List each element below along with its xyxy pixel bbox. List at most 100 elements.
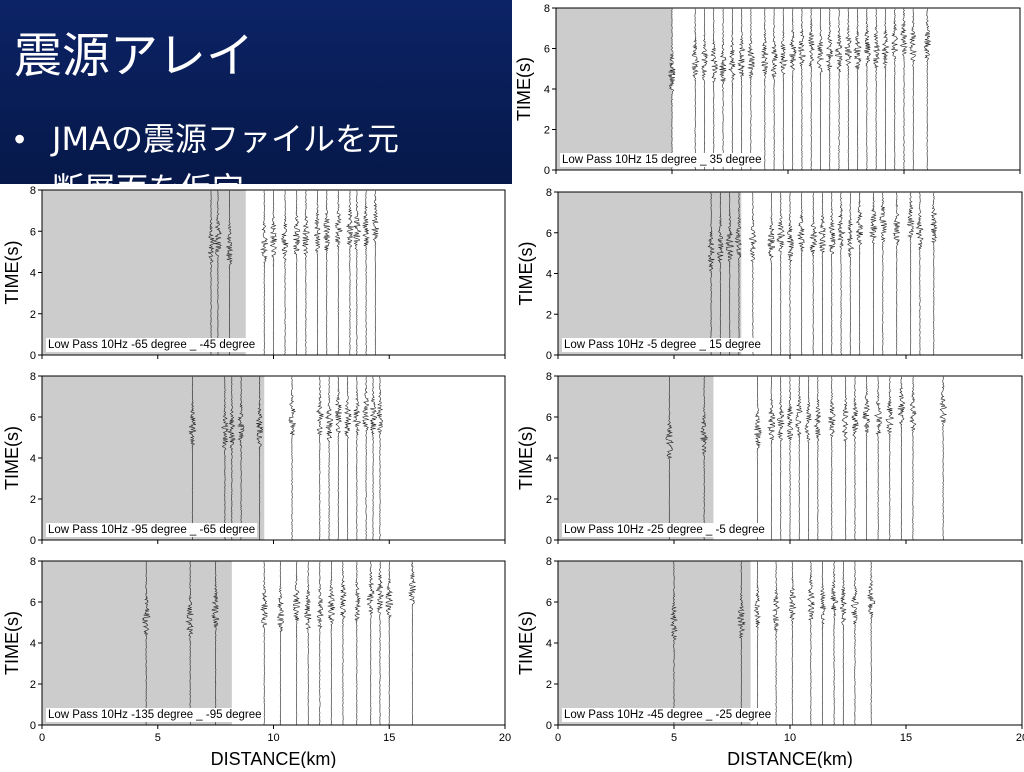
seismogram-trace	[376, 376, 384, 540]
seismogram-trace	[221, 376, 229, 540]
seismogram-trace	[211, 561, 220, 725]
panel-label-background	[560, 153, 764, 167]
y-tick-label: 6	[544, 44, 550, 56]
shaded-region	[556, 8, 672, 170]
seismogram-trace	[313, 190, 321, 355]
seismogram-trace	[891, 8, 899, 170]
y-tick-label: 4	[546, 638, 552, 650]
seismogram-trace	[779, 8, 789, 170]
seismogram-trace	[737, 561, 746, 725]
title-band	[0, 0, 512, 190]
seismogram-trace	[772, 561, 780, 725]
x-axis-label: DISTANCE(km)	[211, 749, 337, 768]
panel: 0 2 4 6 8 TIME(s) Low Pass 10Hz -25 degree _ -…	[516, 371, 1023, 547]
seismogram-trace	[766, 376, 776, 540]
panel-label: Low Pass 10Hz -95 degree _ -65 degree	[48, 524, 255, 536]
seismogram-trace	[846, 192, 855, 355]
seismogram-trace	[796, 192, 805, 355]
seismogram-trace	[878, 192, 887, 355]
seismogram-trace	[734, 192, 742, 355]
seismogram-trace	[301, 190, 310, 355]
y-tick-label: 0	[30, 350, 36, 362]
seismogram-trace	[352, 190, 362, 355]
seismogram-trace	[819, 561, 827, 725]
seismogram-trace	[795, 376, 803, 540]
seismogram-trace	[909, 376, 917, 540]
seismogram-trace	[825, 8, 834, 170]
seismogram-trace	[334, 376, 343, 540]
seismogram-trace	[834, 8, 843, 170]
y-tick-label: 6	[546, 228, 552, 240]
x-tick-label: 0	[39, 732, 45, 744]
seismogram-trace	[830, 561, 839, 725]
y-tick-label: 6	[546, 597, 552, 609]
seismogram-trace	[804, 376, 812, 540]
y-tick-label: 2	[544, 125, 550, 137]
seismogram-trace	[850, 561, 859, 725]
x-tick-label: 5	[155, 732, 161, 744]
y-tick-label: 8	[30, 185, 36, 197]
y-tick-label: 2	[30, 679, 36, 691]
seismogram-trace	[346, 190, 354, 355]
shaded-region	[42, 561, 232, 725]
seismogram-trace	[141, 561, 151, 725]
seismogram-trace	[716, 192, 724, 355]
y-axis-label: TIME(s)	[516, 611, 536, 675]
seismogram-trace	[809, 192, 818, 355]
panel-label-background	[46, 338, 258, 352]
seismogram-trace	[863, 8, 871, 170]
seismogram-trace	[923, 8, 932, 170]
seismogram-trace	[836, 192, 846, 355]
x-tick-label: 20	[1016, 732, 1024, 744]
seismogram-trace	[767, 192, 776, 355]
seismogram-trace	[818, 192, 827, 355]
seismogram-trace	[324, 376, 334, 540]
seismogram-trace	[868, 192, 878, 355]
seismogram-trace	[207, 190, 216, 355]
seismogram-trace	[288, 376, 296, 540]
seismogram-trace	[361, 376, 370, 540]
seismogram-trace	[754, 376, 763, 540]
panel-label-background	[562, 523, 767, 537]
seismogram-trace	[747, 8, 756, 170]
seismogram-trace	[797, 8, 806, 170]
x-tick-label: 15	[383, 732, 395, 744]
seismogram-trace	[362, 190, 370, 355]
seismogram-trace	[930, 192, 938, 355]
panel-label: Low Pass 10Hz -25 degree _ -5 degree	[564, 524, 765, 536]
seismogram-trace	[839, 561, 847, 725]
y-tick-label: 8	[30, 371, 36, 383]
seismogram-trace	[369, 376, 378, 540]
seismogram-trace	[770, 8, 779, 170]
y-tick-label: 0	[544, 165, 550, 177]
seismogram-trace	[807, 8, 816, 170]
y-axis-label: TIME(s)	[516, 426, 536, 490]
y-tick-label: 0	[30, 720, 36, 732]
shaded-region	[42, 190, 246, 355]
seismogram-trace	[334, 190, 343, 355]
seismogram-trace	[269, 190, 278, 355]
seismogram-trace	[789, 8, 797, 170]
seismogram-trace	[710, 8, 719, 170]
seismogram-trace	[841, 376, 849, 540]
seismogram-trace	[185, 561, 194, 725]
seismogram-trace	[788, 561, 797, 725]
traces	[188, 376, 384, 540]
bullet-text: JMAの震源ファイルを元	[50, 120, 399, 158]
y-tick-label: 6	[546, 412, 552, 424]
seismogram-trace	[909, 8, 917, 170]
seismogram-trace	[255, 376, 264, 540]
y-tick-label: 2	[546, 494, 552, 506]
seismogram-trace	[701, 8, 709, 170]
seismogram-trace	[915, 192, 924, 355]
seismogram-trace	[828, 192, 836, 355]
seismogram-trace	[277, 561, 285, 725]
y-tick-label: 8	[546, 187, 552, 199]
seismogram-trace	[892, 192, 901, 355]
seismogram-trace	[737, 8, 745, 170]
seismogram-trace	[343, 376, 352, 540]
y-tick-label: 0	[546, 535, 552, 547]
y-tick-label: 2	[546, 309, 552, 321]
x-axis-label: DISTANCE(km)	[727, 749, 853, 768]
